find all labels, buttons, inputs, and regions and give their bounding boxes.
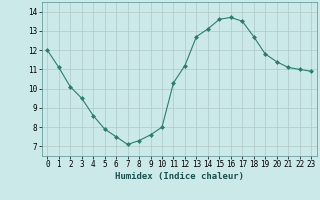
X-axis label: Humidex (Indice chaleur): Humidex (Indice chaleur): [115, 172, 244, 181]
